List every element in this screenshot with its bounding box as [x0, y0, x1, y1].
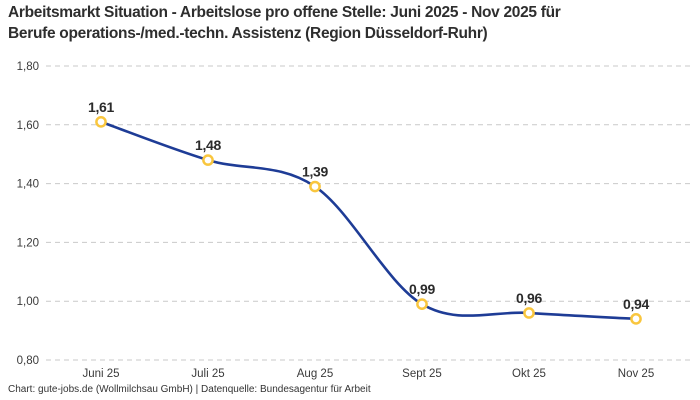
data-point-label: 0,96: [516, 290, 543, 306]
data-series-line: [99, 120, 638, 321]
x-tick-label: Okt 25: [512, 368, 546, 380]
chart-title: Arbeitsmarkt Situation - Arbeitslose pro…: [8, 3, 561, 44]
y-tick-label: 1,60: [17, 120, 39, 132]
y-tick-label: 1,20: [17, 237, 39, 249]
y-tick-label: 1,00: [17, 296, 39, 308]
y-tick-label: 0,80: [17, 355, 39, 367]
data-point-marker: [95, 116, 107, 128]
y-tick-label: 1,80: [17, 61, 39, 73]
data-point-label: 0,94: [623, 296, 650, 312]
data-point-marker: [630, 312, 642, 325]
chart-source-caption: Chart: gute-jobs.de (Wollmilchsau GmbH) …: [8, 384, 371, 395]
x-tick-label: Sept 25: [402, 368, 442, 380]
data-point-label: 1,48: [195, 137, 222, 153]
data-point-label: 0,99: [409, 281, 436, 297]
x-tick-label: Aug 25: [297, 368, 333, 380]
x-tick-label: Nov 25: [618, 368, 654, 380]
data-point-label: 1,39: [302, 164, 329, 180]
x-tick-label: Juni 25: [82, 368, 119, 380]
data-point-marker: [416, 298, 428, 310]
data-point-label: 1,61: [88, 99, 115, 115]
chart-title-line2: Berufe operations-/med.-techn. Assistenz…: [8, 24, 488, 42]
x-tick-label: Juli 25: [191, 368, 224, 380]
y-tick-label: 1,40: [17, 179, 39, 191]
data-point-marker: [202, 154, 214, 166]
data-point-marker: [309, 180, 321, 193]
chart-title-line1: Arbeitsmarkt Situation - Arbeitslose pro…: [8, 4, 561, 21]
data-point-marker: [523, 307, 535, 319]
